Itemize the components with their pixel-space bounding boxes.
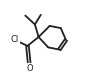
Text: Cl: Cl — [11, 35, 19, 44]
Text: O: O — [26, 64, 33, 73]
